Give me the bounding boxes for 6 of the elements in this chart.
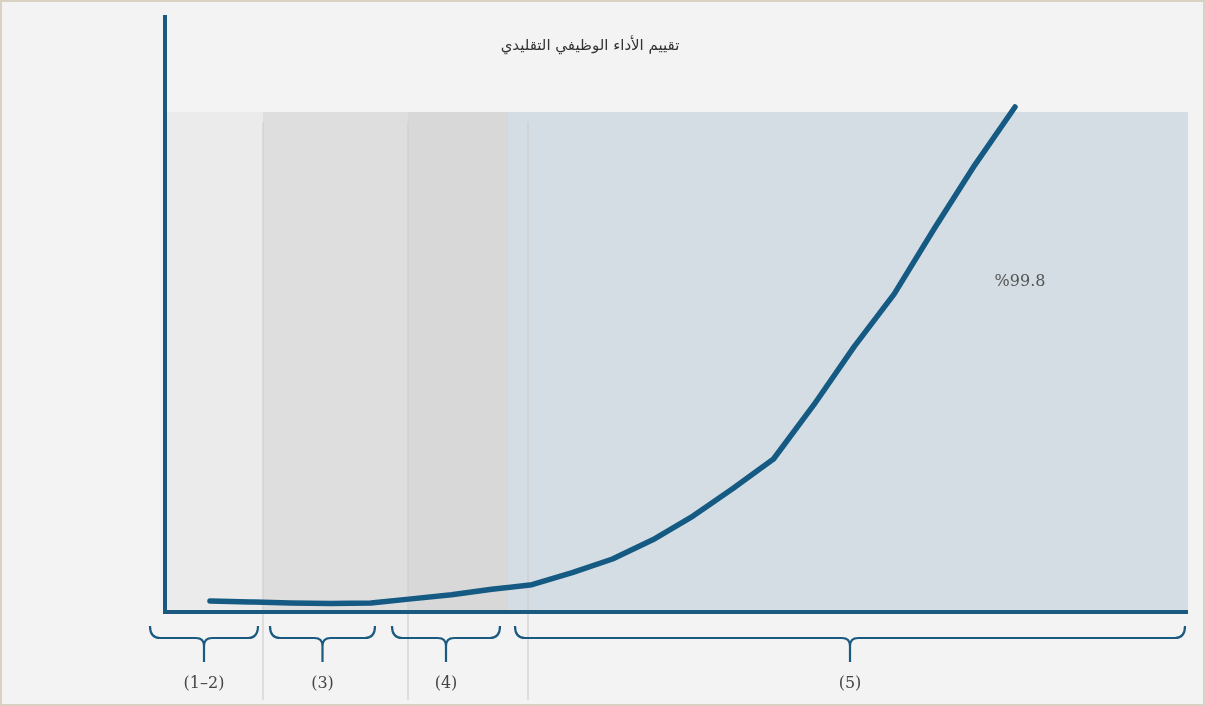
text: (3): [311, 673, 334, 692]
chart-title: تقييم الأداء الوظيفي التقليدي: [500, 35, 680, 55]
text: (5): [838, 673, 862, 692]
text: (1–2): [183, 673, 225, 692]
text: (4): [434, 673, 458, 692]
annotation: %99.8: [994, 271, 1046, 290]
